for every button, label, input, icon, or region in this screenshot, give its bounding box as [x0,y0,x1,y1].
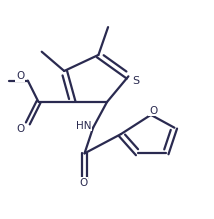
Text: S: S [132,76,140,86]
Text: O: O [79,178,88,188]
Text: O: O [16,124,24,134]
Text: O: O [16,71,24,81]
Text: O: O [149,106,157,116]
Text: HN: HN [76,120,91,131]
